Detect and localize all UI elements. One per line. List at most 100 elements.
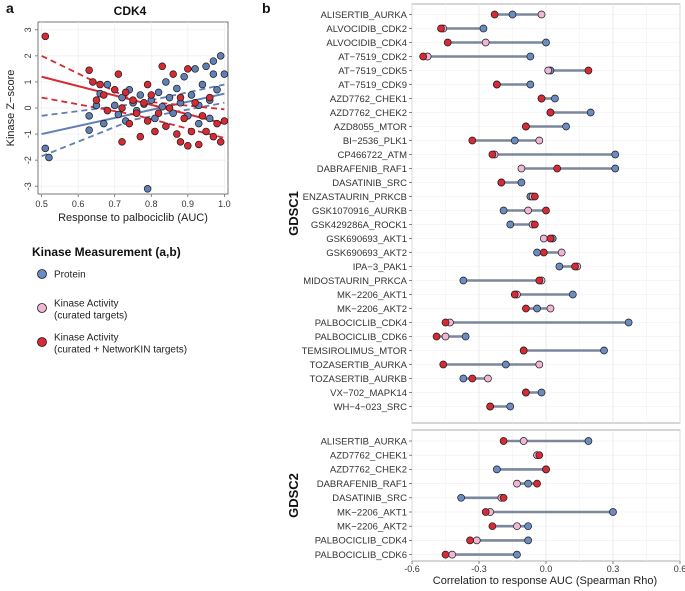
kinase-activity-point [158, 62, 166, 71]
curated-activity-dot [441, 332, 450, 341]
drug-kinase-label: AT−7519_CDK9 [338, 80, 407, 91]
protein-point [114, 110, 123, 119]
kinase-activity-point [121, 88, 130, 97]
kinase-activity-point [140, 99, 148, 107]
networkin-activity-dot [535, 451, 544, 460]
drug-kinase-label: PALBOCICLIB_CDK6 [315, 550, 407, 561]
kinase-activity-point [147, 91, 156, 99]
drug-kinase-label: PALBOCICLIB_CDK6 [315, 332, 407, 343]
protein-point [198, 80, 207, 89]
drug-kinase-label: GSK1070916_AURKB [312, 206, 407, 217]
facet-gdsc1: GDSC1 ALISERTIB_AURKA ALVOCIDIB_CDK2 ALVOCI… [286, 3, 681, 424]
legend-item-label: (curated targets) [54, 311, 127, 322]
drug-kinase-label: VX−702_MAPK14 [330, 388, 407, 399]
kinase-activity-point [132, 109, 141, 117]
legend-item-label: Kinase Activity [54, 299, 118, 310]
drug-kinase-label: DABRAFENIB_RAF1 [317, 164, 407, 175]
drug-kinase-label: BI−2536_PLK1 [343, 136, 407, 147]
kinase-activity-point [41, 32, 50, 41]
protein-dot [609, 508, 617, 516]
legend-swatch [37, 303, 47, 313]
kinase-activity-point [110, 86, 119, 94]
curated-activity-dot [535, 360, 544, 369]
scatter-x-ticks: 0.5 0.6 0.7 0.8 0.9 1.0 [35, 194, 231, 209]
kinase-activity-point [209, 132, 218, 141]
drug-kinase-label: DASATINIB_SRC [332, 178, 407, 189]
protein-dot [457, 493, 465, 502]
dumbbell-chart: GDSC1 ALISERTIB_AURKA ALVOCIDIB_CDK2 ALVOCI… [286, 3, 685, 574]
kinase-activity-point [136, 132, 145, 141]
networkin-activity-dot [499, 493, 508, 502]
scatter-y-tick-label: 1 [23, 79, 33, 84]
kinase-activity-point [103, 106, 112, 115]
legend-item-label: Kinase Activity [54, 333, 118, 344]
curated-activity-dot [517, 164, 526, 173]
networkin-activity-dot [419, 52, 428, 61]
drug-kinase-label: DABRAFENIB_RAF1 [317, 479, 407, 490]
facet-strip-label: GDSC1 [286, 191, 301, 236]
protein-point [173, 84, 181, 93]
kinase-activity-point [129, 96, 137, 104]
networkin-activity-dot [539, 248, 548, 257]
networkin-activity-dot [546, 234, 555, 243]
protein-dot [533, 304, 541, 313]
scatter-y-tick-label: 3 [23, 27, 33, 32]
curated-activity-dot [539, 234, 548, 243]
kinase-activity-point [85, 66, 93, 74]
protein-point [165, 93, 174, 102]
drug-kinase-label: AT−7519_CDK5 [338, 66, 407, 77]
protein-dot [524, 522, 532, 531]
legend-item-label: (curated + NetworKIN targets) [54, 345, 187, 356]
kinase-activity-point [89, 78, 97, 86]
scatter-points [41, 32, 229, 193]
curated-activity-dot [472, 536, 481, 545]
scatter-x-tick-label: 1.0 [218, 199, 231, 209]
curated-activity-dot [484, 374, 492, 383]
drug-kinase-label: PALBOCICLIB_CDK4 [315, 536, 407, 547]
legend: Kinase Measurement (a,b) Protein Kinase A… [32, 245, 187, 356]
networkin-activity-dot [537, 94, 546, 103]
kinase-activity-point [118, 104, 126, 112]
legend-title: Kinase Measurement (a,b) [32, 245, 181, 259]
kinase-activity-point [220, 117, 229, 125]
networkin-activity-dot [488, 150, 497, 159]
protein-point [110, 101, 119, 110]
networkin-activity-dot [522, 122, 530, 131]
curated-activity-dot [513, 479, 521, 488]
panel-a-label: a [6, 0, 14, 16]
protein-point [100, 119, 108, 128]
protein-point [180, 72, 188, 81]
protein-point [41, 144, 50, 153]
networkin-activity-dot [535, 276, 544, 285]
protein-dot [586, 108, 595, 117]
x-tick-label: -0.3 [471, 564, 487, 574]
drug-kinase-label: ENZASTAURIN_PRKCB [303, 192, 407, 203]
networkin-activity-dot [522, 304, 530, 313]
protein-dot [501, 360, 510, 369]
curated-activity-dot [535, 136, 544, 145]
legend-item-label: Protein [54, 270, 86, 281]
curated-activity-dot [481, 38, 490, 47]
drug-kinase-label: MK−2206_AKT1 [337, 507, 407, 518]
scatter-x-tick-label: 0.9 [182, 199, 195, 209]
kinase-activity-point [143, 117, 152, 125]
protein-point [118, 93, 126, 102]
kinase-activity-point [198, 112, 207, 120]
protein-point [213, 86, 221, 94]
curated-activity-dot [544, 66, 553, 75]
drug-kinase-label: WH−4−023_SRC [334, 402, 408, 413]
drug-kinase-label: AZD7762_CHEK2 [330, 108, 407, 119]
scatter-y-tick-label: 2 [23, 53, 33, 58]
scatter-y-axis-label: Kinase Z−score [5, 70, 17, 147]
protein-dot [551, 94, 559, 103]
networkin-activity-dot [530, 220, 539, 229]
protein-dot [517, 178, 526, 187]
protein-point [216, 52, 225, 60]
protein-dot [542, 38, 550, 47]
networkin-activity-dot [584, 66, 593, 75]
networkin-activity-dot [522, 388, 530, 397]
drug-kinase-label: TOZASERTIB_AURKA [310, 360, 408, 371]
kinase-activity-point [195, 140, 203, 149]
protein-point [85, 126, 93, 134]
